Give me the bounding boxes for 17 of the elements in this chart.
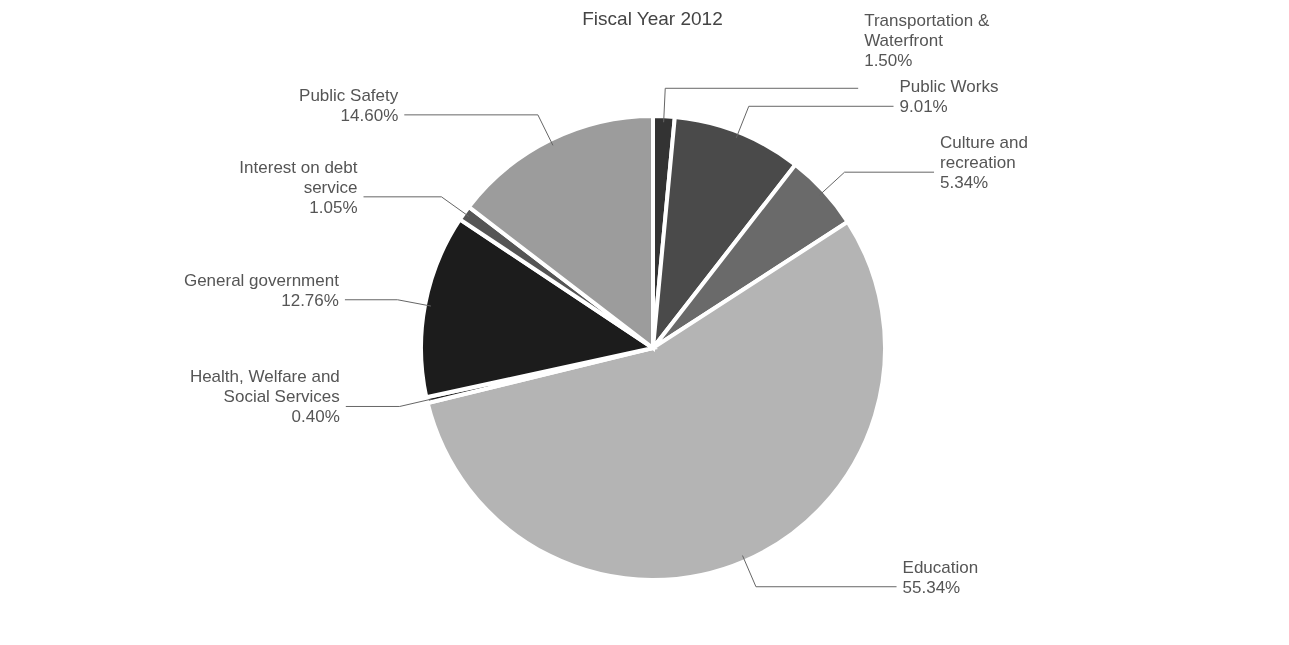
data-label: 55.34% — [902, 577, 961, 597]
data-label: 12.76% — [281, 290, 339, 310]
slice-label: Public Safety — [299, 85, 399, 105]
data-label: 1.50% — [864, 51, 913, 71]
slice-label: Education — [902, 557, 979, 577]
data-label: 0.40% — [291, 407, 340, 427]
slice-label: Culture and recreation — [940, 133, 1028, 173]
slice-label: Transportation & Waterfront — [864, 11, 990, 51]
chart-title: Fiscal Year 2012 — [582, 8, 723, 29]
data-label: 1.05% — [309, 197, 358, 217]
data-label: 9.01% — [899, 97, 948, 117]
slice-label: Health, Welfare and Social Services — [189, 367, 340, 407]
slice-label: General government — [183, 270, 340, 290]
data-label: 5.34% — [940, 173, 989, 193]
data-label: 14.60% — [340, 105, 399, 125]
slice-label: Interest on debt service — [239, 157, 358, 197]
slice-label: Public Works — [899, 77, 999, 97]
